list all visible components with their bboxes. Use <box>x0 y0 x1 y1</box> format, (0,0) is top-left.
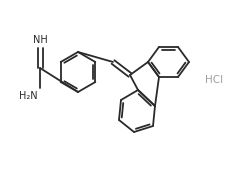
Text: NH: NH <box>33 35 47 45</box>
Text: H₂N: H₂N <box>19 91 38 101</box>
Text: HCl: HCl <box>205 75 223 85</box>
